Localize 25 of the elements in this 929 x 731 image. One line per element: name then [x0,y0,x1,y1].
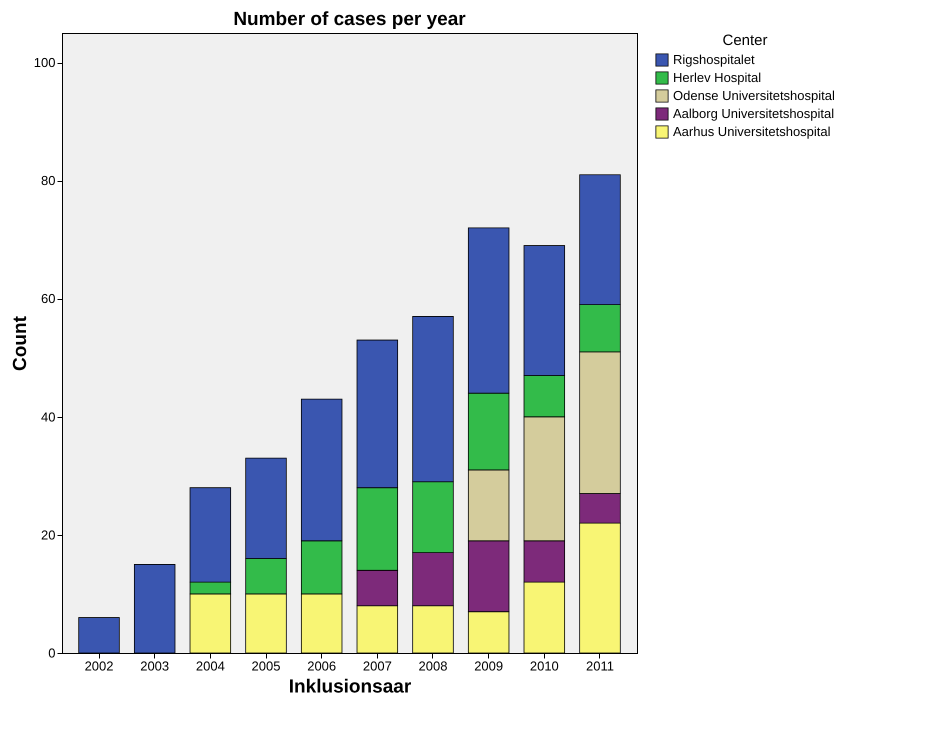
y-tick-label: 40 [41,409,56,424]
x-tick-label: 2003 [140,658,170,674]
x-tick-label: 2011 [586,658,614,674]
x-tick-label: 2006 [307,658,336,674]
y-axis-title: Count [10,315,31,371]
y-tick-label: 20 [41,527,56,542]
x-tick-label: 2002 [84,658,114,674]
x-tick-label: 2010 [530,658,559,674]
legend-label: Rigshospitalet [673,52,756,67]
y-tick-label: 60 [41,291,56,306]
y-tick-label: 0 [48,646,56,660]
y-tick-label: 100 [34,55,56,70]
x-tick-label: 2005 [252,658,280,674]
x-tick-label: 2008 [418,658,448,674]
x-tick-label: 2009 [474,658,504,674]
y-tick-label: 80 [41,173,56,188]
legend-label: Aarhus Universitetshospital [673,124,831,139]
legend-label: Herlev Hospital [673,70,762,85]
legend-label: Odense Universitetshospital [673,88,835,103]
legend-title: Center [722,32,768,49]
legend-label: Aalborg Universitetshospital [673,106,834,121]
x-tick-label: 2004 [196,658,225,674]
x-axis-title: Inklusionsaar [288,676,412,698]
x-tick-label: 2007 [362,658,392,674]
chart-title: Number of cases per year [233,9,466,30]
